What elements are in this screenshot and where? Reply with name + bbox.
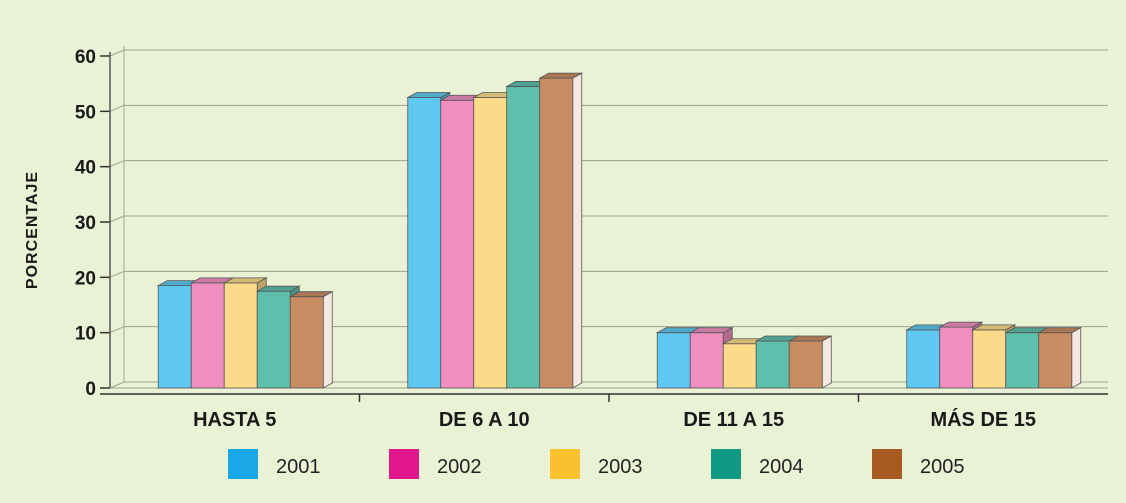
bar-side [1071,326,1082,389]
bar-top [688,327,734,334]
bar-front [755,340,790,389]
x-category-label: DE 6 A 10 [439,409,530,431]
bar-top [222,277,268,284]
bar [1037,326,1083,389]
bar-front [906,329,941,389]
gridline-depth [109,49,125,57]
bar-front [939,326,974,389]
bar-side [821,335,832,389]
legend: 2001 2002 2003 2004 2005 [228,449,965,479]
y-axis-title: PORCENTAJE [24,171,41,289]
gridline-depth [109,381,125,389]
y-tick-label: 0 [85,379,96,400]
bar-top [1037,327,1083,334]
x-category-label: DE 11 A 15 [683,409,784,431]
bar-front [506,86,541,389]
y-tick-label: 30 [75,213,96,234]
bar-top [971,324,1017,331]
gridline-depth [109,104,125,112]
x-category-label: MÁS DE 15 [930,408,1036,431]
bar-side [322,291,333,389]
x-category-label: HASTA 5 [193,409,276,431]
bar-top [938,321,984,328]
y-tick-label: 40 [75,158,96,179]
bar-front [788,340,823,389]
bar [538,72,584,389]
gridline-depth [109,215,125,223]
legend-label: 2005 [920,456,965,478]
bar-front [289,296,324,389]
bar-front [689,332,724,389]
labels: 0 10 20 30 40 50 60 HASTA 5 DE 6 A 10 DE 11 A 15 M… [75,47,1036,431]
gridline-depth [109,326,125,334]
bar-front [256,290,291,389]
bar-front [407,97,442,389]
bar-front [190,282,225,389]
legend-label: 2004 [759,456,804,478]
bar-front [656,332,691,389]
y-tick-label: 60 [75,47,96,68]
legend-swatch [550,449,580,479]
bar-front [1005,332,1040,389]
bar-front [722,343,757,389]
y-tick-label: 10 [75,324,96,345]
gridline-depth [109,270,125,278]
y-tick-label: 20 [75,268,96,289]
bar-top [406,92,452,98]
bar [787,335,833,389]
bar-front [972,329,1007,389]
legend-label: 2002 [437,456,482,478]
bar-side [572,72,583,389]
bar-top [787,335,833,342]
bar-front [1038,332,1073,389]
legend-swatch [389,449,419,479]
bar-front [223,282,258,389]
legend-label: 2003 [598,456,643,478]
bar-front [157,285,192,389]
y-tick-label: 50 [75,102,96,123]
bars [156,72,1083,389]
legend-swatch [228,449,258,479]
gridline-depth [109,160,125,168]
bar-top [255,285,301,292]
bar [288,291,334,389]
bar-front [539,77,574,389]
legend-swatch [711,449,741,479]
bar-top [288,291,334,298]
legend-label: 2001 [276,456,321,478]
bar-front [473,97,508,389]
bar-front [440,99,475,389]
legend-swatch [872,449,902,479]
bar-top [538,72,584,79]
